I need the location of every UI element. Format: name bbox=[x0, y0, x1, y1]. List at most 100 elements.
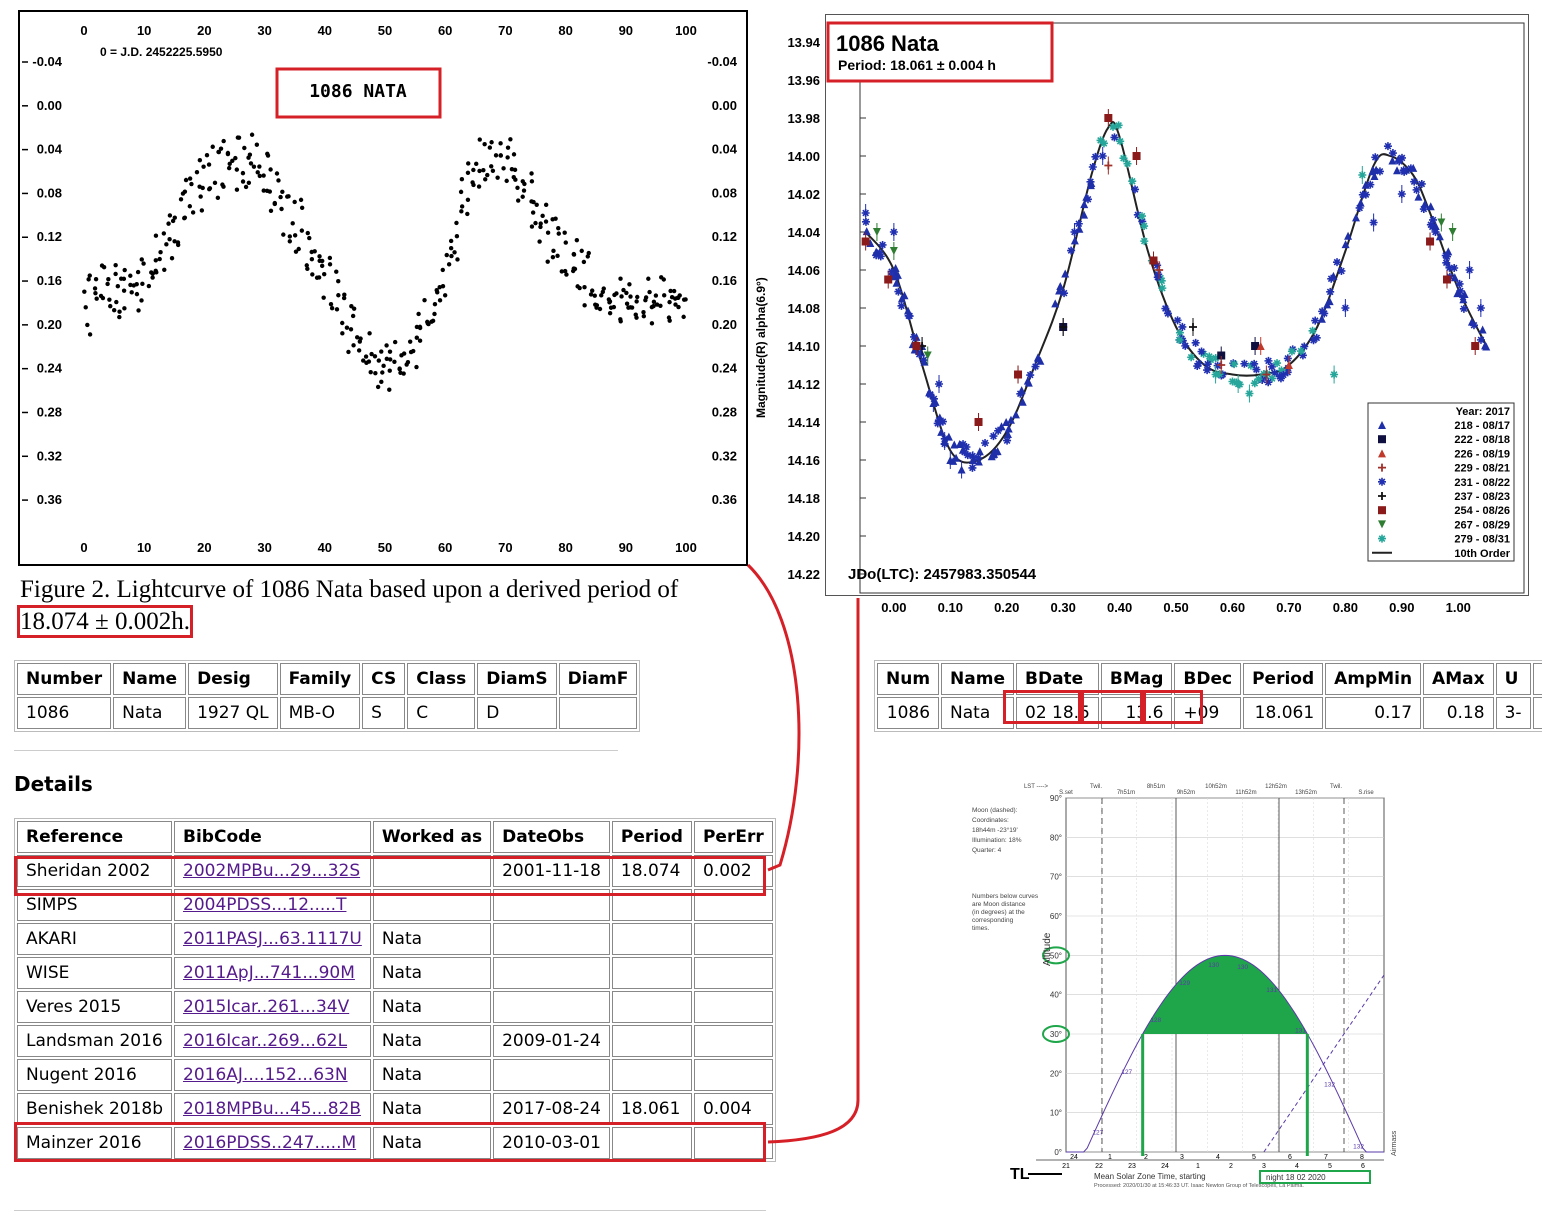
data-point bbox=[1333, 258, 1342, 267]
data-point bbox=[1099, 139, 1108, 148]
data-point bbox=[649, 321, 655, 326]
data-point bbox=[529, 224, 535, 229]
y-tick-right: 0.00 bbox=[712, 98, 737, 113]
cell-class: C bbox=[407, 697, 476, 729]
data-point bbox=[1031, 362, 1040, 371]
col-class[interactable]: Class bbox=[407, 663, 476, 695]
col-u[interactable]: U bbox=[1495, 663, 1531, 695]
col-num[interactable]: Num bbox=[877, 663, 940, 695]
data-point bbox=[1070, 228, 1079, 236]
cell-bibcode[interactable]: 2016PDSS..247.....M bbox=[174, 1127, 371, 1159]
data-point bbox=[149, 270, 154, 275]
bibcode-link[interactable]: 2015Icar..261...34V bbox=[183, 997, 350, 1017]
cell-bdec: +09 bbox=[1174, 697, 1242, 729]
data-point bbox=[533, 220, 538, 226]
col-reference[interactable]: Reference bbox=[17, 821, 173, 853]
bibcode-link[interactable]: 2011PASJ...63.1117U bbox=[183, 929, 362, 949]
col-worked-as[interactable]: Worked as bbox=[372, 821, 492, 853]
col-period[interactable]: Period bbox=[611, 821, 692, 853]
data-point bbox=[481, 168, 486, 173]
bibcode-link[interactable]: 2018MPBu...45...82B bbox=[183, 1099, 361, 1119]
data-point bbox=[564, 272, 569, 277]
data-point bbox=[653, 293, 659, 298]
data-point bbox=[529, 179, 535, 184]
bibcode-link[interactable]: 2016Icar..269...62L bbox=[183, 1031, 348, 1051]
bibcode-link[interactable]: 2016PDSS..247.....M bbox=[183, 1133, 357, 1153]
bibcode-link[interactable]: 2016AJ....152...63N bbox=[183, 1065, 348, 1085]
data-point bbox=[1397, 153, 1406, 162]
data-point bbox=[458, 189, 464, 195]
col-diam[interactable]: Diam bbox=[1532, 663, 1542, 695]
data-point bbox=[1109, 122, 1118, 131]
cell-dateobs bbox=[493, 923, 610, 955]
data-point bbox=[1283, 368, 1292, 377]
bibcode-link[interactable]: 2004PDSS...12.....T bbox=[183, 895, 347, 915]
data-point bbox=[187, 176, 193, 181]
legend-label: 10th Order bbox=[1454, 548, 1510, 560]
references-table: Reference BibCode Worked as DateObs Peri… bbox=[14, 818, 776, 1162]
col-family[interactable]: Family bbox=[279, 663, 361, 695]
altitude-tick: 50° bbox=[1050, 951, 1062, 960]
night-label-box bbox=[1259, 1170, 1371, 1184]
ut-tick: 2 bbox=[1144, 1154, 1148, 1161]
y-tick-right: 0.08 bbox=[712, 185, 737, 200]
bottom-label: Mean Solar Zone Time, starting bbox=[1094, 1172, 1206, 1181]
data-point bbox=[1371, 153, 1380, 162]
data-point bbox=[388, 357, 393, 362]
cell-bibcode[interactable]: 2011PASJ...63.1117U bbox=[174, 923, 371, 955]
col-desig[interactable]: Desig bbox=[188, 663, 278, 695]
data-point bbox=[515, 185, 520, 190]
data-point bbox=[1256, 342, 1265, 350]
cell-bibcode[interactable]: 2015Icar..261...34V bbox=[174, 991, 371, 1023]
col-period[interactable]: Period bbox=[1243, 663, 1324, 695]
data-point bbox=[240, 179, 246, 184]
data-point bbox=[668, 288, 673, 294]
data-point bbox=[1388, 156, 1397, 165]
cell-bibcode[interactable]: 2016Icar..269...62L bbox=[174, 1025, 371, 1057]
bibcode-link[interactable]: 2011ApJ...741...90M bbox=[183, 963, 355, 983]
col-name[interactable]: Name bbox=[941, 663, 1014, 695]
data-point bbox=[233, 155, 238, 161]
col-diamf[interactable]: DiamF bbox=[558, 663, 638, 695]
col-bmag[interactable]: BMag bbox=[1100, 663, 1173, 695]
cell-bibcode[interactable]: 2018MPBu...45...82B bbox=[174, 1093, 371, 1125]
note-line: corresponding bbox=[972, 917, 1014, 924]
col-number[interactable]: Number bbox=[17, 663, 112, 695]
col-cs[interactable]: CS bbox=[362, 663, 406, 695]
data-point bbox=[215, 195, 221, 201]
data-point bbox=[1110, 133, 1119, 142]
col-dateobs[interactable]: DateObs bbox=[493, 821, 610, 853]
data-point bbox=[1157, 276, 1166, 285]
data-point bbox=[993, 447, 1002, 456]
data-point bbox=[1370, 171, 1379, 180]
lightcurve-sheridan-title-box bbox=[275, 67, 442, 119]
cell-bibcode[interactable]: 2011ApJ...741...90M bbox=[174, 957, 371, 989]
data-point bbox=[487, 145, 493, 150]
ut-tick: 3 bbox=[1180, 1154, 1184, 1161]
data-point bbox=[113, 262, 118, 268]
ut-tick: 6 bbox=[1288, 1154, 1292, 1161]
data-point bbox=[249, 132, 255, 137]
cell-bibcode[interactable]: 2004PDSS...12.....T bbox=[174, 889, 371, 921]
col-bdec[interactable]: BDec bbox=[1174, 663, 1242, 695]
data-point bbox=[327, 262, 333, 267]
bibcode-link[interactable]: 2002MPBu...29...32S bbox=[183, 861, 361, 881]
col-amax[interactable]: AMax bbox=[1423, 663, 1494, 695]
col-bibcode[interactable]: BibCode bbox=[174, 821, 371, 853]
col-diams[interactable]: DiamS bbox=[477, 663, 557, 695]
data-point bbox=[1230, 360, 1239, 369]
data-point bbox=[599, 293, 604, 298]
airmass-label: Airmass bbox=[1391, 1130, 1398, 1156]
x-tick-label: 1.00 bbox=[1446, 600, 1471, 615]
data-point bbox=[501, 166, 506, 171]
col-name[interactable]: Name bbox=[113, 663, 187, 695]
data-point bbox=[1325, 297, 1334, 306]
altitude-tick: 20° bbox=[1050, 1069, 1062, 1078]
data-point bbox=[1481, 341, 1490, 350]
col-pererr[interactable]: PerErr bbox=[693, 821, 773, 853]
col-ampmin[interactable]: AmpMin bbox=[1325, 663, 1422, 695]
data-point bbox=[397, 366, 402, 371]
cell-bibcode[interactable]: 2016AJ....152...63N bbox=[174, 1059, 371, 1091]
col-bdate[interactable]: BDate bbox=[1016, 663, 1099, 695]
cell-bibcode[interactable]: 2002MPBu...29...32S bbox=[174, 855, 371, 887]
